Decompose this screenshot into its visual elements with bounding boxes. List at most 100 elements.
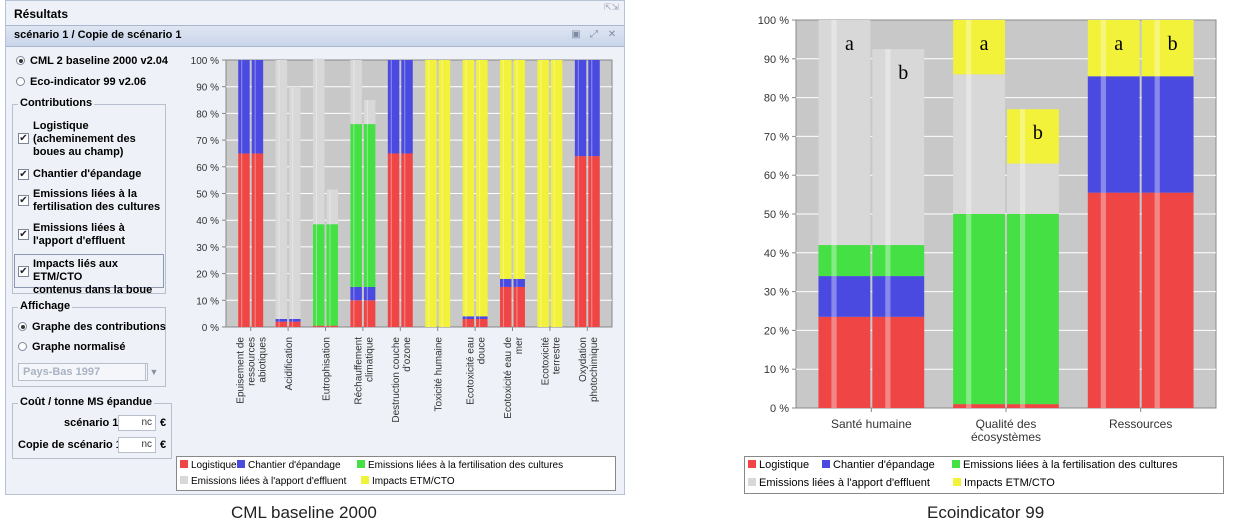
bar-highlight xyxy=(1100,192,1106,408)
radio-icon[interactable] xyxy=(16,77,25,86)
checkbox-checked-icon[interactable]: ✔ xyxy=(18,195,29,206)
y-tick-label: 40 % xyxy=(196,216,219,227)
cost-input-scenario2[interactable]: nc xyxy=(118,437,156,453)
bar-segment xyxy=(574,156,587,327)
bar-segment xyxy=(1141,192,1194,408)
bar-segment xyxy=(1007,109,1059,164)
checkbox-checked-icon[interactable]: ✔ xyxy=(18,169,29,180)
x-tick-label: Qualité des xyxy=(976,417,1037,431)
contribution-line: Impacts liés aux ETM/CTO xyxy=(33,258,118,283)
bar-highlight xyxy=(1154,192,1160,408)
x-tick-label-group: Oxydation photochimique xyxy=(578,337,600,402)
bar-highlight xyxy=(465,316,467,319)
bar-segment xyxy=(387,153,400,327)
legend-label: Emissions liées à l'apport d'effluent xyxy=(191,476,347,487)
display-option-normalized[interactable]: Graphe normalisé xyxy=(18,341,126,353)
bar-segment xyxy=(462,316,475,319)
bar-highlight xyxy=(885,49,891,246)
bar-segment xyxy=(953,404,1005,408)
bar-segment xyxy=(476,318,488,327)
bar-highlight xyxy=(577,60,579,157)
bar-segment xyxy=(1007,163,1059,214)
bar-segment xyxy=(326,189,338,225)
bar-highlight xyxy=(1154,76,1160,193)
cost-unit: € xyxy=(160,417,167,429)
close-icon[interactable]: ✕ xyxy=(607,29,617,40)
bar-highlight xyxy=(516,60,518,279)
bar-segment xyxy=(363,100,376,125)
contribution-line: Chantier d'épandage xyxy=(33,168,142,180)
legend-swatch xyxy=(237,460,245,468)
bar-highlight xyxy=(502,60,505,279)
legend-swatch xyxy=(748,460,756,468)
bar-segment xyxy=(513,286,525,327)
y-tick-label: 60 % xyxy=(196,163,219,174)
y-tick-label: 90 % xyxy=(196,83,219,94)
radio-selected-icon[interactable] xyxy=(18,322,27,331)
cost-input-scenario1[interactable]: nc xyxy=(118,415,156,431)
x-tick-label: Ressources xyxy=(1109,417,1172,431)
bar-highlight xyxy=(885,316,891,408)
bar-segment xyxy=(537,60,549,327)
bar-highlight xyxy=(278,318,280,322)
chevron-down-icon[interactable]: ▼ xyxy=(145,364,162,380)
x-tick-label: Eutrophisation xyxy=(322,337,333,401)
y-tick-label: 0 % xyxy=(202,323,219,334)
x-tick-label: terrestre xyxy=(551,337,562,375)
bar-highlight xyxy=(502,278,505,287)
bar-segment xyxy=(313,224,325,326)
bar-segment xyxy=(872,316,925,408)
bar-segment xyxy=(313,325,325,327)
contribution-line: fertilisation des cultures xyxy=(33,201,161,213)
method-option-eco99[interactable]: Eco-indicator 99 v2.06 xyxy=(16,76,146,88)
maximize-icon[interactable]: ⇱⇲ xyxy=(604,2,620,12)
export-icon[interactable]: ▣ xyxy=(571,29,581,40)
contribution-line: boues au champ) xyxy=(33,146,124,158)
legend-item-logistique: Logistique xyxy=(180,460,237,471)
x-tick-label-group: Destruction couche d'ozone xyxy=(391,337,413,423)
x-tick-label-group: Eutrophisation xyxy=(322,337,333,401)
y-tick-label: 10 % xyxy=(196,296,219,307)
display-option-contributions[interactable]: Graphe des contributions xyxy=(18,321,166,333)
chart-legend-cml: Logistique Chantier d'épandage Emissions l… xyxy=(176,456,616,491)
bar-segment xyxy=(363,300,376,327)
x-tick-label-group: Epuisement de ressources abiotiques xyxy=(236,337,269,404)
maximize-panel-icon[interactable]: ⤢ xyxy=(590,29,598,40)
contribution-line: Emissions liées à la xyxy=(33,188,137,200)
bar-segment xyxy=(953,74,1005,214)
checkbox-checked-icon[interactable]: ✔ xyxy=(18,133,29,144)
y-tick-label: 20 % xyxy=(764,325,789,337)
radio-selected-icon[interactable] xyxy=(16,56,25,65)
bar-highlight xyxy=(516,278,518,287)
bar-highlight xyxy=(1154,20,1160,77)
bar-segment xyxy=(350,60,362,125)
method-option-cml[interactable]: CML 2 baseline 2000 v2.04 xyxy=(16,55,168,67)
legend-label: Impacts ETM/CTO xyxy=(372,476,455,487)
bar-highlight xyxy=(966,20,972,75)
bar-segment xyxy=(275,318,288,322)
options-panel: CML 2 baseline 2000 v2.04 Eco-indicator … xyxy=(6,47,174,487)
radio-icon[interactable] xyxy=(18,342,27,351)
bar-segment xyxy=(387,60,400,154)
legend-swatch xyxy=(357,460,365,468)
bar-segment xyxy=(313,58,325,225)
contribution-line: l'apport d'effluent xyxy=(33,235,126,247)
checkbox-checked-icon[interactable]: ✔ xyxy=(18,229,29,240)
contribution-etm[interactable]: ✔ Impacts liés aux ETM/CTO contenus dans… xyxy=(14,254,164,296)
bar-highlight xyxy=(278,60,280,319)
checkbox-checked-icon[interactable]: ✔ xyxy=(18,266,29,277)
bar-highlight xyxy=(591,60,593,157)
bar-highlight xyxy=(353,124,355,287)
bar-segment xyxy=(275,321,288,327)
bar-highlight xyxy=(366,286,368,301)
x-tick-label: Toxicité humaine xyxy=(434,337,445,412)
x-tick-label: abiotiques xyxy=(258,337,269,383)
normalization-select[interactable]: Pays-Bas 1997 ▼ xyxy=(18,363,158,381)
bar-segment xyxy=(350,286,362,301)
bar-highlight xyxy=(353,286,355,301)
legend-label: Chantier d'épandage xyxy=(833,459,935,471)
bar-highlight xyxy=(1100,20,1106,77)
bar-segment xyxy=(953,20,1005,75)
x-tick-label: ressources xyxy=(247,337,258,386)
display-label: Graphe des contributions xyxy=(32,321,166,333)
